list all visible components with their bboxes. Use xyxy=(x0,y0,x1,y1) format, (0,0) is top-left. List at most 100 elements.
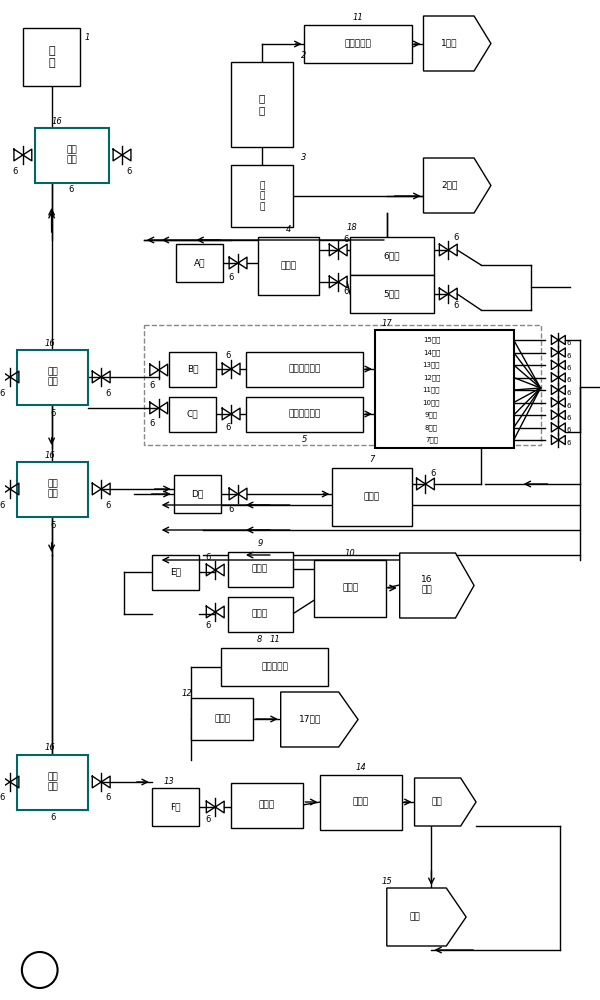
Text: 12炉台: 12炉台 xyxy=(423,374,440,381)
Text: 6: 6 xyxy=(106,500,111,510)
Text: 8炉台: 8炉台 xyxy=(425,424,438,431)
Text: 6: 6 xyxy=(106,388,111,397)
Text: 6号仓: 6号仓 xyxy=(383,251,400,260)
Text: D斗: D斗 xyxy=(191,489,203,498)
Text: 14: 14 xyxy=(356,762,367,772)
Text: 2号仓: 2号仓 xyxy=(441,180,457,190)
Text: 15: 15 xyxy=(382,878,392,886)
Text: 1: 1 xyxy=(85,33,90,42)
Bar xyxy=(169,397,216,432)
Text: 9炉台: 9炉台 xyxy=(425,412,438,418)
Text: 15炉台: 15炉台 xyxy=(423,337,440,343)
Text: 6: 6 xyxy=(0,388,5,397)
Text: 6: 6 xyxy=(566,440,571,446)
Text: 13炉台: 13炉台 xyxy=(422,362,440,368)
Bar xyxy=(350,275,434,313)
Bar xyxy=(17,350,88,405)
Text: 6: 6 xyxy=(229,273,234,282)
Text: 6: 6 xyxy=(343,235,349,244)
Text: 计量
装置: 计量 装置 xyxy=(47,772,58,792)
Text: 6: 6 xyxy=(0,500,5,510)
Text: 9: 9 xyxy=(257,540,263,548)
Polygon shape xyxy=(424,16,491,71)
Text: 7: 7 xyxy=(369,456,374,464)
Polygon shape xyxy=(400,553,474,618)
Text: 6: 6 xyxy=(206,554,211,562)
Text: 破碎筛粉机组: 破碎筛粉机组 xyxy=(289,364,320,373)
Bar xyxy=(176,244,223,282)
Bar xyxy=(231,165,293,227)
Text: 6: 6 xyxy=(50,520,55,530)
Text: 称计架: 称计架 xyxy=(214,714,230,724)
Text: 10炉台: 10炉台 xyxy=(422,399,440,406)
Bar xyxy=(246,397,363,432)
Text: 木炭颗粒泵: 木炭颗粒泵 xyxy=(262,662,288,672)
Bar xyxy=(231,62,293,147)
Polygon shape xyxy=(281,692,358,747)
Text: 6: 6 xyxy=(126,167,131,176)
Bar xyxy=(246,352,363,387)
Text: 6: 6 xyxy=(226,352,231,360)
Text: 6: 6 xyxy=(50,408,55,418)
Text: 脱之灰: 脱之灰 xyxy=(342,584,358,592)
Bar xyxy=(152,788,199,826)
Bar xyxy=(375,330,514,448)
Text: 16: 16 xyxy=(51,117,62,126)
Text: 筛碳机: 筛碳机 xyxy=(364,492,380,502)
Text: 1号仓: 1号仓 xyxy=(441,38,458,47)
Text: 冷
却
机: 冷 却 机 xyxy=(259,181,265,211)
Text: F斗: F斗 xyxy=(170,802,181,812)
Text: 6: 6 xyxy=(454,302,459,310)
Polygon shape xyxy=(424,158,491,213)
Text: 6: 6 xyxy=(226,424,231,432)
Text: 3: 3 xyxy=(301,153,306,162)
Text: 长板筛: 长板筛 xyxy=(252,564,268,574)
Text: 振动筛: 振动筛 xyxy=(252,609,268,618)
Text: 11炉台: 11炉台 xyxy=(422,387,440,393)
Text: 17号仓: 17号仓 xyxy=(299,714,322,724)
Text: C斗: C斗 xyxy=(187,410,198,418)
Text: 计量
装置: 计量 装置 xyxy=(47,367,58,387)
Text: 6: 6 xyxy=(454,233,459,242)
Text: 6: 6 xyxy=(50,814,55,822)
Text: 16: 16 xyxy=(44,450,55,460)
Bar xyxy=(228,597,293,632)
Text: 6: 6 xyxy=(566,353,571,359)
Text: 16: 16 xyxy=(44,338,55,348)
Text: 破碎筛粉机组: 破碎筛粉机组 xyxy=(289,410,320,418)
Bar xyxy=(191,698,253,740)
Text: 6: 6 xyxy=(106,794,111,802)
Text: 12: 12 xyxy=(182,688,192,698)
Text: 6: 6 xyxy=(566,415,571,421)
Text: 2: 2 xyxy=(301,51,306,60)
Text: 11: 11 xyxy=(353,13,364,22)
Text: 6: 6 xyxy=(206,620,211,630)
Text: 11: 11 xyxy=(269,636,280,645)
Text: 6: 6 xyxy=(229,506,234,514)
Polygon shape xyxy=(415,778,476,826)
Bar xyxy=(144,325,541,445)
Text: 磁石机: 磁石机 xyxy=(281,261,296,270)
Bar xyxy=(221,648,328,686)
Bar xyxy=(320,775,401,830)
Text: A斗: A斗 xyxy=(194,258,205,267)
Text: 仓储: 仓储 xyxy=(409,912,420,922)
Text: E斗: E斗 xyxy=(170,568,181,576)
Text: 6: 6 xyxy=(12,167,17,176)
Text: 5号仓: 5号仓 xyxy=(383,290,400,298)
Text: 包装: 包装 xyxy=(431,798,442,806)
Bar xyxy=(304,25,412,63)
Text: 6: 6 xyxy=(566,365,571,371)
Text: 8: 8 xyxy=(257,636,263,645)
Text: 6: 6 xyxy=(0,794,5,802)
Text: 6: 6 xyxy=(431,468,436,478)
Bar xyxy=(350,237,434,275)
Text: 14炉台: 14炉台 xyxy=(423,349,440,356)
Text: 计量
装置: 计量 装置 xyxy=(47,479,58,499)
Bar xyxy=(231,783,302,828)
Text: 13: 13 xyxy=(163,778,174,786)
Text: 木炭颗粒泵: 木炭颗粒泵 xyxy=(344,39,371,48)
Bar xyxy=(23,28,80,86)
Text: 6: 6 xyxy=(149,381,154,390)
Bar xyxy=(169,352,216,387)
